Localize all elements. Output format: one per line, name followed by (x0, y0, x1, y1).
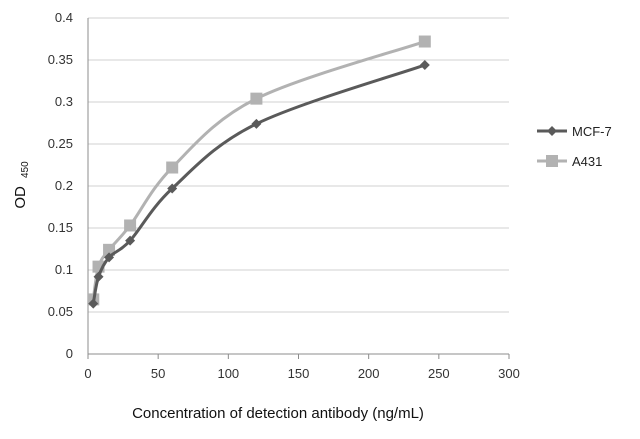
data-point-a431 (250, 92, 263, 105)
data-point-mcf-7 (104, 252, 115, 263)
x-tick-label: 100 (217, 366, 239, 381)
x-tick-label: 0 (84, 366, 91, 381)
data-point-mcf-7 (167, 183, 178, 194)
data-series (87, 35, 431, 309)
x-tick-label: 300 (498, 366, 520, 381)
axes (87, 18, 510, 359)
series-mcf-7 (88, 60, 430, 309)
y-tick-label: 0.4 (55, 10, 73, 25)
y-axis-label-subscript: 450 (20, 161, 31, 178)
x-tick-label: 50 (151, 366, 165, 381)
data-point-a431 (166, 161, 179, 174)
legend: MCF-7 A431 (537, 124, 612, 169)
data-point-mcf-7 (125, 235, 136, 246)
data-point-a431 (418, 35, 431, 48)
y-tick-label: 0 (66, 346, 73, 361)
legend-marker (546, 155, 558, 167)
x-tick-labels: 0 50 100 150 200 250 300 (84, 366, 519, 381)
y-tick-label: 0.1 (55, 262, 73, 277)
y-tick-label: 0.15 (48, 220, 73, 235)
data-point-a431 (124, 219, 137, 232)
y-tick-label: 0.2 (55, 178, 73, 193)
y-tick-label: 0.35 (48, 52, 73, 67)
y-axis-label: OD 450 (12, 161, 31, 209)
y-tick-label: 0.3 (55, 94, 73, 109)
gridlines (88, 17, 509, 355)
legend-marker (547, 126, 557, 136)
legend-label: A431 (572, 154, 602, 169)
legend-item-a431: A431 (537, 154, 602, 169)
y-tick-label: 0.25 (48, 136, 73, 151)
y-tick-label: 0.05 (48, 304, 73, 319)
legend-label: MCF-7 (572, 124, 612, 139)
data-point-mcf-7 (88, 298, 99, 309)
y-axis-label-main: OD (12, 186, 29, 209)
data-point-mcf-7 (251, 118, 262, 129)
x-axis-label: Concentration of detection antibody (ng/… (132, 405, 424, 422)
series-a431 (87, 35, 431, 306)
legend-item-mcf-7: MCF-7 (537, 124, 612, 139)
x-tick-label: 200 (358, 366, 380, 381)
data-point-mcf-7 (419, 60, 430, 71)
x-tick-label: 150 (288, 366, 310, 381)
data-point-mcf-7 (93, 271, 104, 282)
y-tick-labels: 0 0.05 0.1 0.15 0.2 0.25 0.3 0.35 0.4 (48, 10, 73, 361)
x-tick-label: 250 (428, 366, 450, 381)
